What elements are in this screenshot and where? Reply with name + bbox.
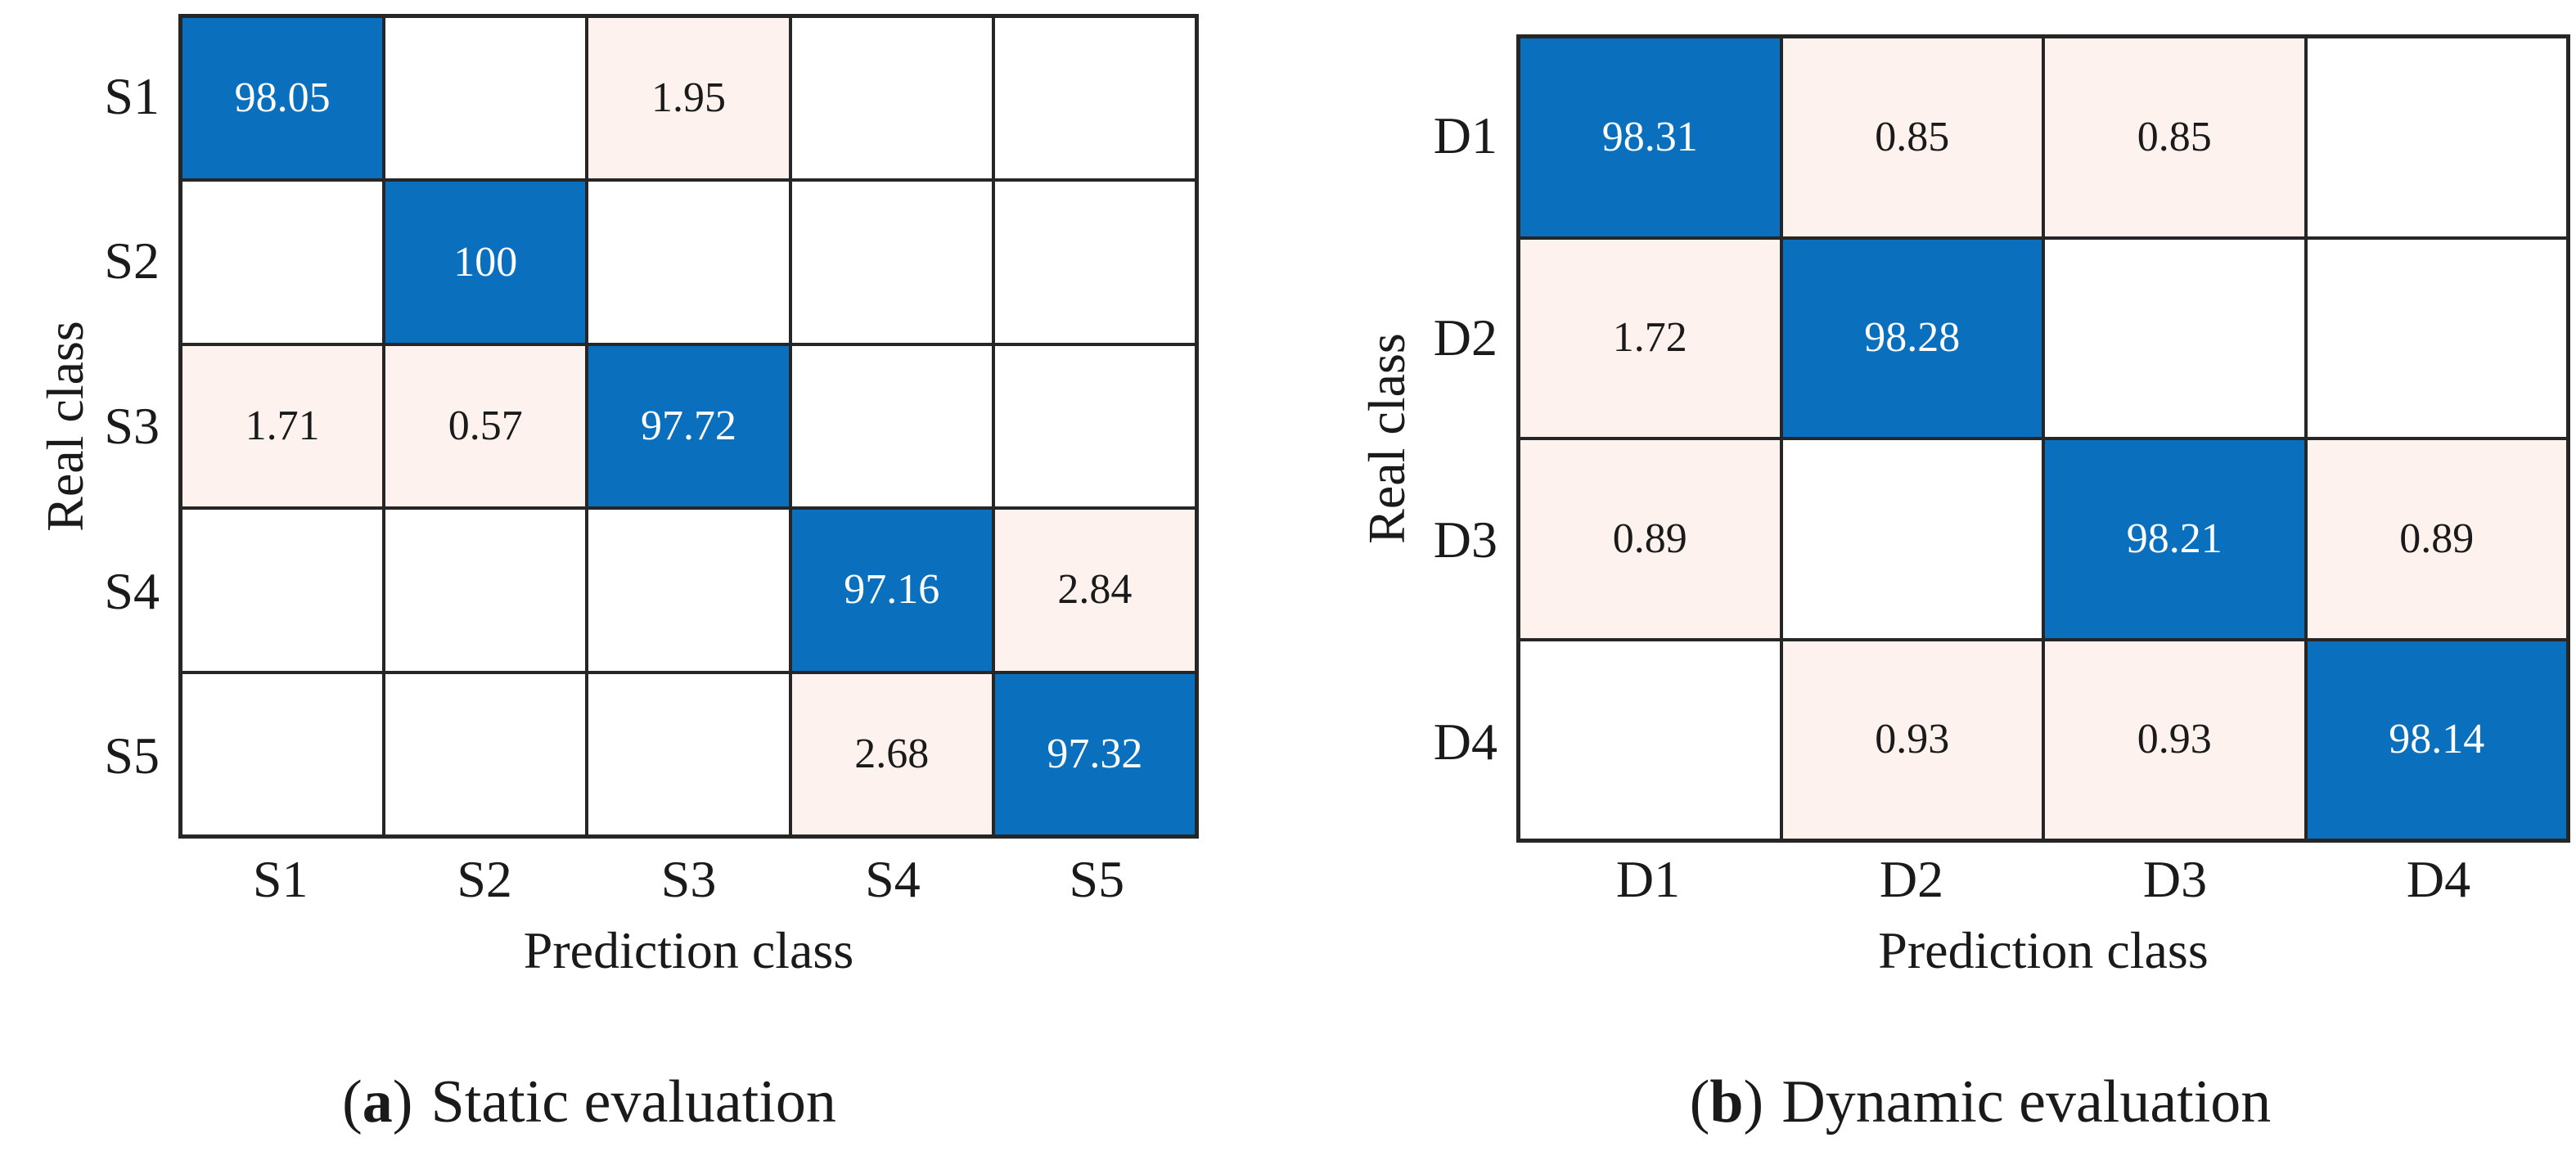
panel-b-y-tick-label: D1	[1433, 106, 1497, 164]
panel-b-y-tick-label: D3	[1433, 510, 1497, 569]
matrix-cell-S5-S1	[182, 673, 383, 834]
panel-a-y-tick-label: S4	[104, 561, 160, 620]
panel-b-caption-letter: b	[1709, 1068, 1744, 1136]
panel-a-y-tick-label: S3	[104, 396, 160, 455]
panel-b-y-tick-label: D4	[1433, 712, 1497, 771]
panel-b-x-tick-label: D4	[2406, 850, 2471, 908]
matrix-cell-D2-D4	[2307, 239, 2566, 437]
panel-b-caption-close-paren: )	[1743, 1068, 1764, 1136]
matrix-cell-D3-D3: 98.21	[2045, 440, 2304, 638]
matrix-cell-S4-S1	[182, 510, 383, 671]
panel-b-caption-open-paren: (	[1689, 1068, 1710, 1136]
matrix-cell-S2-S2: 100	[385, 182, 586, 343]
panel-b-caption: (b) Dynamic evaluation	[1469, 1068, 2492, 1137]
matrix-cell-S1-S1: 98.05	[182, 18, 383, 179]
panel-b-y-tick-labels: D1 D2 D3 D4	[1412, 34, 1497, 843]
matrix-cell-D4-D2: 0.93	[1782, 641, 2042, 839]
matrix-cell-D3-D1: 0.89	[1520, 440, 1780, 638]
panel-b-x-axis-title: Prediction class	[1878, 921, 2209, 979]
panel-a-y-tick-labels: S1 S2 S3 S4 S5	[82, 14, 160, 839]
panel-a-y-tick-label: S5	[104, 726, 160, 785]
matrix-cell-S3-S2: 0.57	[385, 345, 586, 507]
matrix-cell-S1-S4	[791, 18, 992, 179]
matrix-cell-S4-S4: 97.16	[791, 510, 992, 671]
matrix-cell-S4-S2	[385, 510, 586, 671]
panel-b-x-tick-labels: D1 D2 D3 D4	[1516, 849, 2570, 915]
panel-a-x-tick-label: S3	[660, 850, 717, 908]
panel-a-confusion-matrix: 98.05 1.95 100 1.71 0.57 97.72 97.16 2.84 2.68 97…	[178, 14, 1199, 839]
matrix-cell-S5-S5: 97.32	[994, 673, 1195, 834]
panel-a-caption-text: Static evaluation	[430, 1068, 836, 1136]
panel-b-x-tick-label: D2	[1879, 850, 1944, 908]
matrix-cell-S1-S5	[994, 18, 1195, 179]
matrix-cell-S3-S4	[791, 345, 992, 507]
panel-b-caption-text: Dynamic evaluation	[1781, 1068, 2272, 1136]
panel-a-x-axis-title: Prediction class	[523, 921, 854, 979]
matrix-cell-D4-D3: 0.93	[2045, 641, 2304, 839]
panel-a-caption: (a) Static evaluation	[78, 1068, 1101, 1137]
matrix-cell-S2-S1	[182, 182, 383, 343]
matrix-cell-S4-S5: 2.84	[994, 510, 1195, 671]
matrix-cell-D2-D3	[2045, 239, 2304, 437]
matrix-cell-D4-D1	[1520, 641, 1780, 839]
panel-a-caption-open-paren: (	[342, 1068, 363, 1136]
matrix-cell-S2-S3	[588, 182, 789, 343]
matrix-cell-S5-S4: 2.68	[791, 673, 992, 834]
matrix-cell-D1-D2: 0.85	[1782, 38, 2042, 236]
panel-a-x-tick-label: S2	[457, 850, 512, 908]
panel-a-caption-letter: a	[362, 1068, 393, 1136]
matrix-cell-D1-D1: 98.31	[1520, 38, 1780, 236]
panel-a-x-tick-label: S1	[252, 850, 308, 908]
matrix-cell-D2-D2: 98.28	[1782, 239, 2042, 437]
matrix-cell-S3-S1: 1.71	[182, 345, 383, 507]
matrix-cell-S1-S2	[385, 18, 586, 179]
panel-a-x-tick-labels: S1 S2 S3 S4 S5	[178, 849, 1199, 915]
matrix-cell-D1-D3: 0.85	[2045, 38, 2304, 236]
panel-a-x-tick-label: S4	[865, 850, 921, 908]
panel-a-y-tick-label: S1	[104, 66, 160, 125]
panel-b-y-tick-label: D2	[1433, 308, 1497, 367]
matrix-cell-D1-D4	[2307, 38, 2566, 236]
panel-a-caption-close-paren: )	[392, 1068, 413, 1136]
matrix-cell-S2-S4	[791, 182, 992, 343]
panel-b-confusion-matrix: 98.31 0.85 0.85 1.72 98.28 0.89 98.21 0.89 0.93 0…	[1516, 34, 2570, 843]
panel-b-x-tick-label: D3	[2142, 850, 2208, 908]
matrix-cell-D4-D4: 98.14	[2307, 641, 2566, 839]
panel-b-x-tick-label: D1	[1615, 850, 1681, 908]
matrix-cell-S5-S2	[385, 673, 586, 834]
matrix-cell-D3-D2	[1782, 440, 2042, 638]
matrix-cell-S3-S3: 97.72	[588, 345, 789, 507]
panel-a-x-tick-label: S5	[1069, 850, 1125, 908]
matrix-cell-S5-S3	[588, 673, 789, 834]
matrix-cell-S4-S3	[588, 510, 789, 671]
panel-a-y-tick-label: S2	[104, 232, 160, 290]
panel-b-y-axis-title: Real class	[1358, 333, 1416, 544]
matrix-cell-S2-S5	[994, 182, 1195, 343]
matrix-cell-D2-D1: 1.72	[1520, 239, 1780, 437]
matrix-cell-D3-D4: 0.89	[2307, 440, 2566, 638]
matrix-cell-S3-S5	[994, 345, 1195, 507]
matrix-cell-S1-S3: 1.95	[588, 18, 789, 179]
